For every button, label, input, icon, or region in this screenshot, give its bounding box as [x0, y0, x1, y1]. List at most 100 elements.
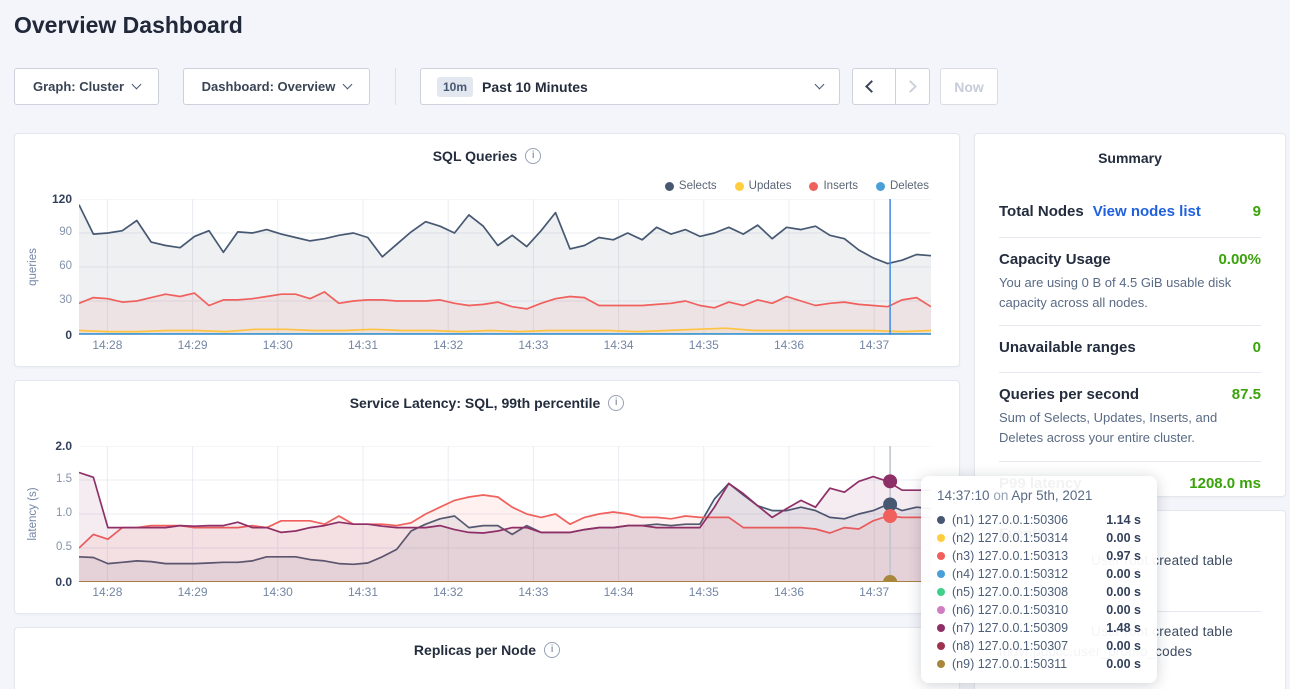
dashboard-dropdown[interactable]: Dashboard: Overview — [183, 68, 370, 105]
chevron-down-icon — [342, 79, 353, 90]
tooltip-row: (n9) 127.0.0.1:50311 0.00 s — [937, 655, 1141, 673]
tooltip-timestamp: 14:37:10 on Apr 5th, 2021 — [937, 488, 1093, 503]
x-tick-label: 14:28 — [92, 338, 123, 352]
legend-item[interactable]: Updates — [734, 180, 791, 192]
tooltip-row: (n4) 127.0.0.1:50312 0.00 s — [937, 565, 1141, 583]
replicas-per-node-chart-card: Replicas per Node i — [14, 627, 960, 689]
y-tick-label: 0.5 — [56, 541, 72, 553]
x-tick-label: 14:36 — [773, 585, 805, 599]
tooltip-row: (n5) 127.0.0.1:50308 0.00 s — [937, 583, 1141, 601]
x-tick-label: 14:32 — [433, 585, 464, 599]
time-range-dropdown[interactable]: 10m Past 10 Minutes — [420, 68, 840, 105]
node-series-dot-icon — [937, 534, 945, 542]
y-axis-ticks: 120 90 60 30 0 — [15, 192, 72, 342]
node-series-dot-icon — [937, 642, 945, 650]
queries-per-second-value: 87.5 — [1231, 386, 1261, 404]
x-tick-label: 14:37 — [859, 585, 890, 599]
legend-dot-icon — [664, 181, 674, 191]
x-tick-label: 14:31 — [347, 585, 379, 599]
node-series-dot-icon — [937, 660, 945, 668]
y-tick-label: 0 — [65, 328, 72, 342]
legend-item[interactable]: Inserts — [809, 180, 858, 192]
service-latency-plot[interactable] — [79, 446, 931, 582]
x-tick-label: 14:34 — [603, 585, 634, 599]
legend-dot-icon — [734, 181, 744, 191]
queries-per-second-label: Queries per second — [999, 386, 1140, 404]
x-tick-label: 14:32 — [433, 338, 464, 352]
x-tick-label: 14:31 — [347, 338, 379, 352]
view-nodes-list-link[interactable]: View nodes list — [1092, 203, 1201, 220]
p99-latency-value: 1208.0 ms — [1189, 474, 1261, 492]
node-series-dot-icon — [937, 588, 945, 596]
tooltip-row: (n6) 127.0.0.1:50310 0.00 s — [937, 601, 1141, 619]
capacity-usage-label: Capacity Usage — [999, 251, 1111, 268]
sql-queries-chart-card: SQL Queries i Selects Updates Inserts Delet… — [14, 133, 960, 367]
y-tick-label: 1.5 — [56, 473, 72, 485]
tooltip-node-label: (n4) 127.0.0.1:50312 — [952, 567, 1069, 581]
node-series-dot-icon — [937, 606, 945, 614]
capacity-usage-description: You are using 0 B of 4.5 GiB usable disk… — [999, 275, 1232, 311]
x-tick-label: 14:35 — [688, 585, 719, 599]
node-series-dot-icon — [937, 516, 945, 524]
info-icon[interactable]: i — [608, 395, 625, 411]
x-axis-ticks: 14:28 14:29 14:30 14:31 14:32 14:33 14:34 14:35… — [79, 585, 931, 601]
prev-time-button[interactable] — [853, 69, 886, 104]
unavailable-ranges-value: 0 — [1252, 339, 1261, 357]
chart-title: Replicas per Node — [413, 642, 537, 658]
chevron-right-icon — [904, 80, 918, 93]
x-tick-label: 14:36 — [773, 338, 805, 352]
legend-item[interactable]: Deletes — [876, 180, 929, 192]
x-tick-label: 14:29 — [177, 585, 208, 599]
tooltip-node-value: 0.00 s — [1106, 531, 1141, 545]
chart-title: Service Latency: SQL, 99th percentile — [349, 395, 601, 411]
y-tick-label: 1.0 — [56, 507, 72, 519]
tooltip-node-value: 1.14 s — [1106, 513, 1141, 527]
tooltip-node-label: (n3) 127.0.0.1:50313 — [952, 549, 1069, 563]
summary-panel: Summary Total Nodes View nodes list 9 Cap… — [974, 133, 1286, 497]
toolbar-divider — [395, 68, 396, 105]
now-button[interactable]: Now — [940, 68, 998, 105]
chart-hover-tooltip: 14:37:10 on Apr 5th, 2021 (n1) 127.0.0.1… — [921, 476, 1157, 683]
node-series-dot-icon — [937, 570, 945, 578]
x-tick-label: 14:37 — [859, 338, 890, 352]
y-tick-label: 30 — [59, 294, 72, 306]
tooltip-node-value: 0.00 s — [1106, 657, 1141, 671]
x-tick-label: 14:33 — [518, 585, 549, 599]
x-tick-label: 14:34 — [603, 338, 634, 352]
x-tick-label: 14:33 — [518, 338, 549, 352]
x-tick-label: 14:29 — [177, 338, 208, 352]
unavailable-ranges-label: Unavailable ranges — [999, 339, 1136, 357]
info-icon[interactable]: i — [544, 642, 561, 658]
tooltip-node-label: (n2) 127.0.0.1:50314 — [952, 531, 1069, 545]
chart-legend: Selects Updates Inserts Deletes — [664, 180, 929, 192]
next-time-button[interactable] — [895, 69, 929, 104]
x-axis-ticks: 14:28 14:29 14:30 14:31 14:32 14:33 14:34 14:35… — [79, 338, 931, 354]
tooltip-node-value: 1.48 s — [1106, 621, 1141, 635]
total-nodes-label: Total Nodes — [999, 203, 1084, 220]
y-tick-label: 2.0 — [55, 439, 72, 453]
x-tick-label: 14:28 — [92, 585, 123, 599]
tooltip-node-value: 0.97 s — [1106, 549, 1141, 563]
service-latency-chart-card: Service Latency: SQL, 99th percentile i … — [14, 380, 960, 614]
time-range-badge: 10m — [437, 76, 474, 97]
tooltip-node-label: (n9) 127.0.0.1:50311 — [952, 657, 1068, 671]
legend-item[interactable]: Selects — [664, 180, 717, 192]
capacity-usage-value: 0.00% — [1218, 251, 1261, 268]
tooltip-node-value: 0.00 s — [1106, 639, 1141, 653]
legend-dot-icon — [876, 181, 885, 191]
node-series-dot-icon — [937, 552, 945, 560]
time-step-buttons — [852, 68, 930, 105]
y-tick-label: 60 — [59, 260, 72, 272]
y-tick-label: 120 — [51, 192, 72, 206]
chevron-left-icon — [865, 80, 879, 93]
sql-queries-plot[interactable] — [79, 199, 931, 335]
x-tick-label: 14:30 — [262, 585, 293, 599]
tooltip-node-label: (n7) 127.0.0.1:50309 — [952, 621, 1069, 635]
tooltip-node-label: (n8) 127.0.0.1:50307 — [952, 639, 1069, 653]
info-icon[interactable]: i — [525, 148, 542, 164]
chevron-down-icon — [814, 79, 825, 90]
graph-dropdown[interactable]: Graph: Cluster — [14, 68, 159, 105]
tooltip-node-value: 0.00 s — [1106, 585, 1141, 599]
queries-per-second-description: Sum of Selects, Updates, Inserts, and De… — [999, 410, 1218, 446]
chevron-down-icon — [131, 79, 142, 90]
